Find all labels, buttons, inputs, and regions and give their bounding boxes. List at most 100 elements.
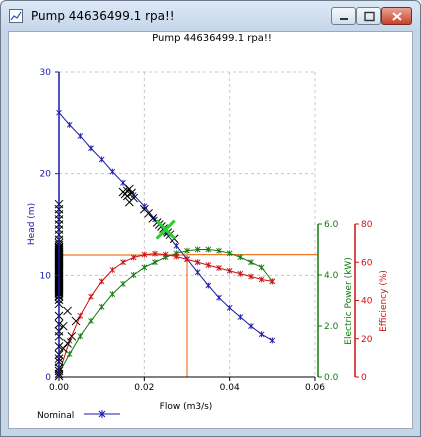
scatter-point — [63, 339, 72, 348]
y-axis-label-efficiency: Efficiency (%) — [379, 270, 389, 332]
series-point — [216, 294, 222, 301]
scatter-point — [144, 208, 153, 218]
series-point — [141, 203, 148, 210]
series-point — [248, 273, 254, 280]
series-point — [130, 254, 137, 261]
y-tick-label-head: 30 — [40, 68, 52, 78]
y-tick-label-efficiency: 40 — [361, 297, 373, 307]
series-point — [194, 246, 201, 253]
series-point — [205, 246, 212, 253]
scatter-point — [122, 186, 132, 196]
scatter-point — [58, 344, 68, 353]
close-button[interactable] — [381, 7, 412, 25]
series-point — [216, 264, 222, 271]
x-tick-label: 0.04 — [220, 383, 240, 393]
guide-lines — [59, 254, 318, 377]
series-point — [77, 312, 84, 319]
series-point — [152, 259, 158, 266]
scatter-point — [63, 306, 72, 316]
series-point — [109, 291, 116, 298]
y-tick-label-efficiency: 20 — [361, 335, 373, 345]
title-bar[interactable]: Pump 44636499.1 rpa!! — [1, 1, 420, 31]
y-tick-label-head: 20 — [40, 170, 52, 180]
maximize-button[interactable] — [356, 7, 381, 25]
legend-label: Nominal — [37, 411, 74, 421]
y-tick-label-head: 10 — [40, 271, 52, 281]
series-point — [109, 266, 116, 273]
scatter-point — [127, 188, 136, 198]
series-point — [237, 254, 244, 261]
x-tick-label: 0.06 — [305, 383, 325, 393]
window-title: Pump 44636499.1 rpa!! — [31, 9, 175, 23]
series-layer — [54, 109, 276, 381]
y-axis-label-power: Electric Power (kW) — [344, 257, 354, 344]
series-point — [77, 133, 84, 140]
series-point — [88, 317, 94, 324]
series-point — [120, 259, 126, 266]
maximize-icon — [364, 11, 375, 22]
scatter-point — [58, 321, 68, 331]
chart-app-icon — [9, 9, 23, 23]
y-tick-label-efficiency: 60 — [361, 258, 373, 268]
scatter-point — [125, 197, 134, 207]
x-axis-label: Flow (m3/s) — [160, 402, 213, 412]
series-point — [130, 272, 137, 278]
series-point — [162, 251, 169, 258]
legend: Nominal — [37, 410, 120, 421]
close-icon — [392, 12, 402, 21]
y-tick-label-efficiency: 80 — [361, 220, 373, 230]
series-point — [98, 156, 105, 163]
plot-area: Pump 44636499.1 rpa!! 0.00 0.02 0.04 0.06 0 1… — [8, 31, 413, 429]
series-point — [237, 314, 244, 321]
y-tick-label-power: 2.0 — [324, 322, 339, 332]
series-point — [184, 256, 190, 263]
series-point — [226, 250, 233, 257]
series-point — [237, 270, 244, 277]
legend-marker — [98, 410, 106, 418]
series-point — [205, 282, 212, 289]
series-point — [248, 259, 254, 266]
series-point — [88, 293, 94, 300]
operating-point-marker — [155, 219, 176, 240]
series-point — [194, 269, 201, 276]
x-tick-label: 0.00 — [49, 383, 69, 393]
y-tick-label-power: 0.0 — [324, 373, 339, 383]
series-point — [152, 250, 158, 257]
series-point — [173, 242, 180, 249]
minimize-icon — [340, 18, 348, 20]
pump-curve-chart: Pump 44636499.1 rpa!! 0.00 0.02 0.04 0.0601… — [27, 33, 389, 421]
y-axis-label-head: Head (m) — [27, 203, 37, 245]
y-tick-label-power: 6.0 — [324, 220, 339, 230]
series-point — [66, 351, 73, 358]
series-line-power — [58, 249, 273, 374]
series-point — [141, 264, 148, 271]
series-point — [109, 168, 116, 175]
series-point — [258, 276, 265, 283]
y-tick-label-efficiency: 0 — [361, 373, 367, 383]
axes: 0.00 0.02 0.04 0.06 0 10 20 30 0.0 2.0 4.0 6.0 0 20 40… — [40, 68, 373, 393]
series-point — [248, 323, 254, 330]
series-point — [184, 247, 190, 254]
series-point — [88, 145, 94, 152]
chart-title: Pump 44636499.1 rpa!! — [152, 33, 272, 44]
series-point — [205, 262, 212, 269]
x-tick-label: 0.02 — [134, 383, 154, 393]
series-point — [66, 121, 73, 128]
series-point — [98, 278, 105, 285]
minimize-button[interactable] — [331, 7, 356, 25]
series-point — [77, 333, 84, 340]
series-point — [226, 304, 233, 311]
series-point — [120, 280, 126, 287]
series-point — [258, 331, 265, 338]
series-point — [269, 278, 276, 285]
series-point — [226, 267, 233, 274]
series-point — [120, 179, 126, 186]
y-tick-label-head: 0 — [45, 373, 51, 383]
series-point — [216, 247, 222, 254]
series-point — [194, 259, 201, 266]
series-point — [98, 303, 105, 310]
scatter-point — [67, 331, 77, 341]
series-point — [269, 337, 276, 344]
series-point — [258, 264, 265, 271]
